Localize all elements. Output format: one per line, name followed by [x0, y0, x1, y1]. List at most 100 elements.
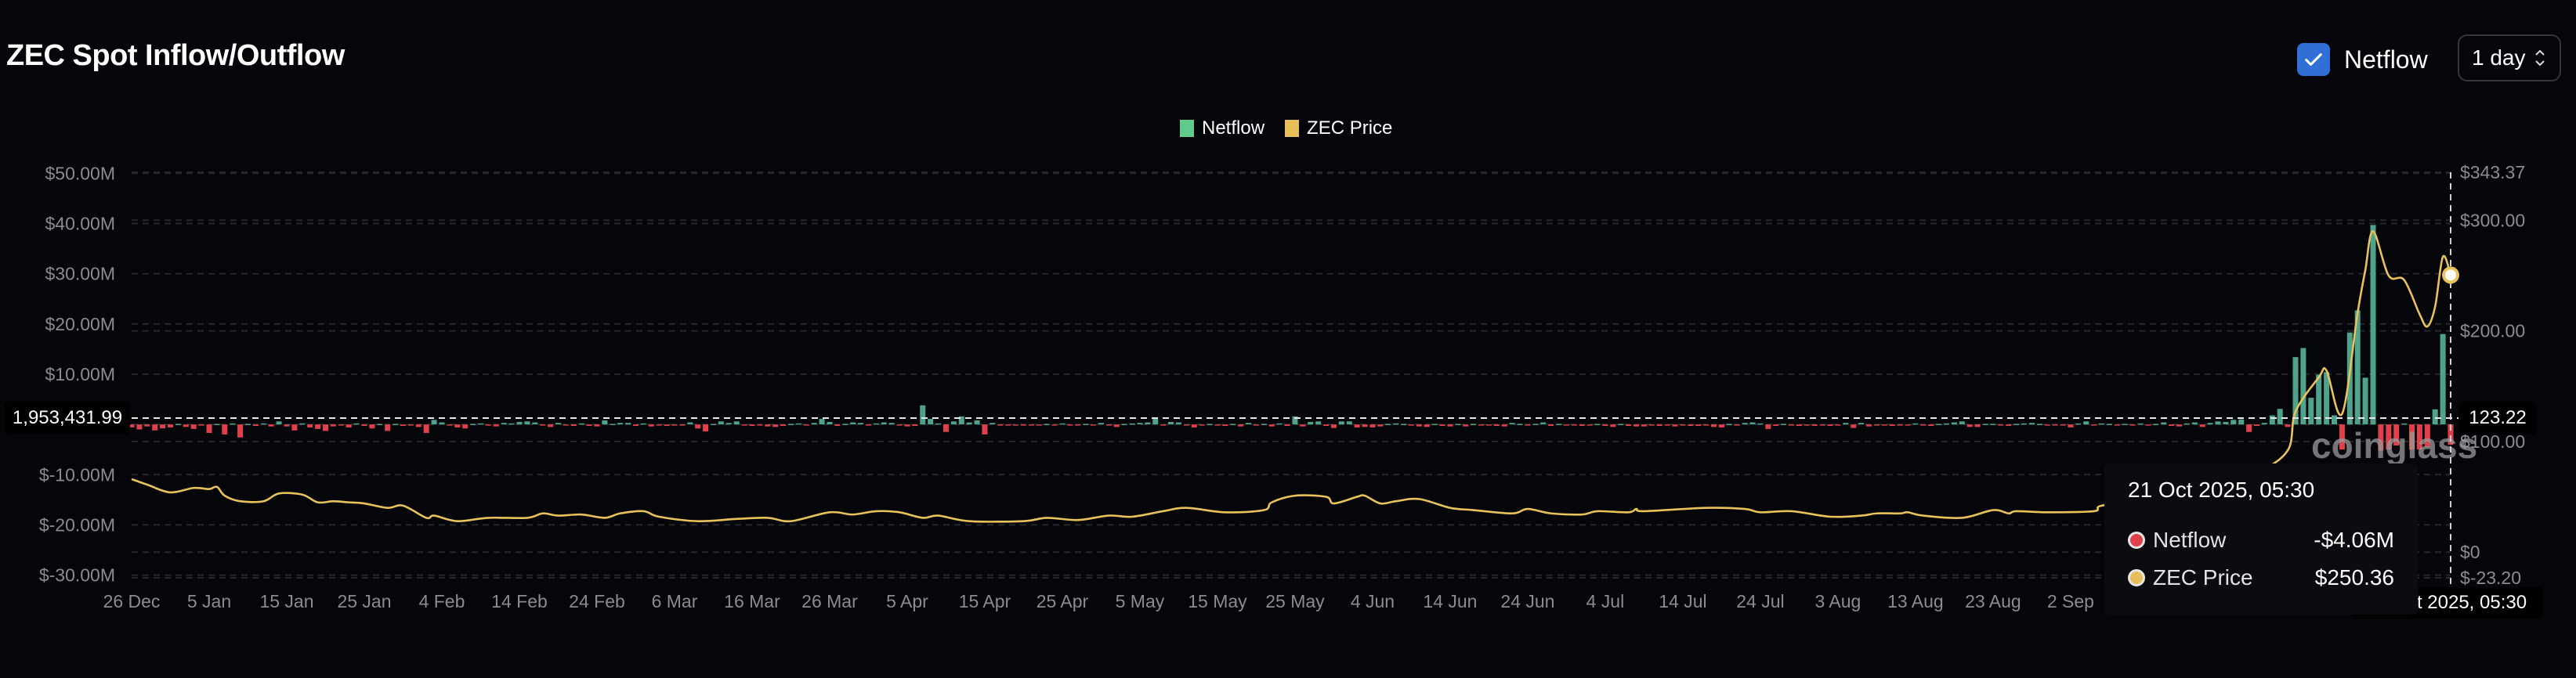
x-axis-tick-label: 26 Mar	[801, 591, 858, 611]
netflow-bar	[1276, 423, 1283, 425]
netflow-bar	[260, 423, 266, 425]
netflow-bar	[1594, 424, 1601, 425]
legend-label-netflow[interactable]: Netflow	[1202, 117, 1265, 139]
netflow-checkbox-label[interactable]: Netflow	[2344, 45, 2428, 74]
netflow-bar	[1889, 424, 1895, 427]
netflow-bar	[1175, 422, 1181, 425]
netflow-bar	[1757, 423, 1764, 425]
netflow-bar	[2409, 424, 2415, 450]
interval-select[interactable]: 1 day	[2458, 34, 2561, 81]
netflow-bar	[1765, 424, 1771, 429]
netflow-bar	[1742, 423, 1748, 425]
netflow-bar	[578, 423, 584, 425]
x-axis-tick-label: 4 Jul	[1586, 591, 1625, 611]
x-axis-tick-label: 25 May	[1265, 591, 1325, 611]
netflow-bar	[214, 424, 220, 425]
netflow-bar	[827, 421, 833, 425]
netflow-bar	[1579, 424, 1585, 427]
netflow-bar	[1028, 424, 1034, 426]
netflow-bar	[1471, 424, 1477, 425]
netflow-bar	[2393, 424, 2400, 446]
netflow-bar	[2261, 423, 2267, 425]
netflow-bar	[206, 424, 212, 434]
netflow-bar	[1819, 424, 1825, 426]
netflow-bar	[1548, 424, 1554, 427]
netflow-bar	[128, 424, 135, 427]
netflow-bar	[1075, 424, 1081, 426]
netflow-bar	[307, 424, 313, 427]
netflow-bar	[1183, 424, 1189, 426]
netflow-bar	[1680, 424, 1686, 426]
netflow-bar	[2199, 424, 2205, 427]
right-axis-tick-label: $343.37	[2460, 162, 2525, 182]
netflow-checkbox[interactable]	[2297, 43, 2330, 76]
netflow-bar	[1362, 424, 1368, 427]
netflow-bar	[516, 421, 523, 425]
netflow-bar	[1532, 424, 1539, 425]
netflow-bar	[1431, 424, 1438, 425]
right-axis-tick-label: $200.00	[2460, 321, 2525, 341]
netflow-bar	[2223, 421, 2229, 425]
legend-label-price[interactable]: ZEC Price	[1307, 117, 1393, 139]
netflow-bar	[1168, 421, 1174, 425]
netflow-bar	[780, 424, 787, 427]
netflow-bar	[1439, 424, 1445, 427]
netflow-bar	[1416, 424, 1422, 427]
x-axis-tick-label: 23 Aug	[1965, 591, 2021, 611]
netflow-bar	[1811, 424, 1818, 427]
netflow-bar	[1804, 424, 1810, 426]
netflow-bar	[532, 422, 538, 425]
netflow-bar	[361, 424, 367, 427]
netflow-bar	[2386, 424, 2392, 450]
netflow-bar	[493, 424, 499, 427]
price-hover-point	[2442, 266, 2459, 284]
netflow-bar	[1718, 424, 1724, 427]
netflow-bar	[1835, 424, 1841, 426]
tooltip-title: 21 Oct 2025, 05:30	[2128, 478, 2315, 502]
netflow-bar	[741, 424, 747, 426]
netflow-bar	[2292, 357, 2299, 425]
netflow-bar	[338, 424, 344, 426]
netflow-bar	[687, 422, 693, 425]
netflow-bar	[881, 422, 887, 425]
netflow-bar	[230, 423, 236, 425]
netflow-bar	[942, 424, 949, 432]
netflow-bar	[2316, 374, 2322, 425]
netflow-bar	[725, 423, 732, 425]
netflow-bar	[1936, 424, 1942, 425]
netflow-bar	[1455, 424, 1461, 425]
netflow-bar	[144, 424, 150, 427]
netflow-bar	[2106, 424, 2112, 425]
netflow-bar	[656, 424, 662, 426]
netflow-bar	[1866, 424, 1872, 427]
netflow-bar	[710, 424, 716, 425]
netflow-bar	[594, 424, 600, 427]
netflow-bar	[1843, 423, 1849, 425]
tooltip-label: Netflow	[2153, 528, 2227, 552]
netflow-bar	[625, 423, 631, 425]
left-axis-tick-label: $20.00M	[45, 314, 115, 334]
netflow-bar	[1493, 424, 1500, 427]
netflow-bar	[1253, 424, 1259, 426]
netflow-bar	[1377, 424, 1384, 427]
x-axis-tick-label: 4 Feb	[419, 591, 465, 611]
netflow-bar	[415, 424, 421, 427]
netflow-bar	[1688, 424, 1694, 427]
netflow-bar	[2207, 423, 2213, 425]
netflow-bar	[1246, 423, 1252, 425]
netflow-bar	[1346, 421, 1352, 425]
x-axis-tick-label: 13 Aug	[1887, 591, 1944, 611]
netflow-bar	[508, 423, 515, 425]
netflow-bar	[1789, 424, 1795, 426]
netflow-bar	[470, 424, 476, 425]
netflow-bar	[695, 424, 701, 429]
netflow-bar	[2161, 422, 2167, 425]
netflow-bar	[586, 424, 592, 427]
netflow-bar	[222, 424, 228, 435]
x-axis-tick-label: 5 Jan	[187, 591, 231, 611]
netflow-bar	[315, 424, 321, 429]
netflow-bar	[2432, 409, 2438, 425]
netflow-bar	[1401, 424, 1407, 425]
netflow-bar	[1145, 422, 1151, 425]
